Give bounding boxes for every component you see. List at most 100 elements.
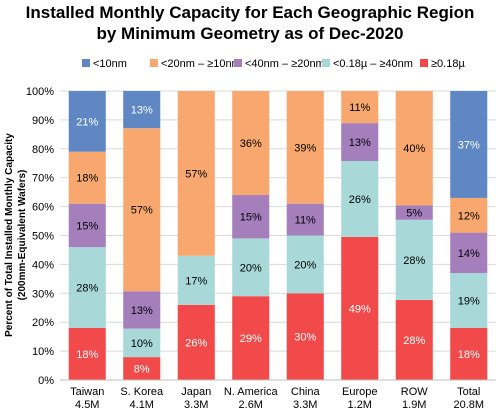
y-tick-label: 70% <box>32 173 54 185</box>
bar-segment-20nm-10nm <box>123 128 161 292</box>
x-tick-label: N. America <box>224 386 279 398</box>
x-tick-label: Taiwan <box>70 386 104 398</box>
data-label: 18% <box>76 349 98 361</box>
bar-segment-0-18-40nm <box>450 273 488 328</box>
axes: 0%10%20%30%40%50%60%70%80%90%100%Taiwan4… <box>26 86 496 411</box>
y-axis-label-line2: (200mm-Equivalent Wafers) <box>17 170 28 301</box>
bar-segment-0-18-40nm <box>341 161 379 237</box>
legend-item-20nm-10nm: <20nm – ≥10nm <box>150 58 241 70</box>
legend-item-10nm: <10nm <box>82 58 127 70</box>
bar-segment-0-18 <box>68 327 106 380</box>
bar-segment-20nm-10nm <box>395 91 433 206</box>
legend-label: <0.18µ – ≥40nm <box>333 58 413 70</box>
bar-segment-40nm-20nm <box>286 203 324 236</box>
x-tick-total: 3.3M <box>184 399 208 411</box>
x-tick-total: 20.8M <box>453 399 484 411</box>
chart-title: Installed Monthly Capacity for Each Geog… <box>26 3 475 22</box>
bar-segment-20nm-10nm <box>177 91 215 256</box>
data-label: 12% <box>458 210 480 222</box>
y-tick-label: 60% <box>32 202 54 214</box>
bar-segment-0-18-40nm <box>123 328 161 358</box>
data-label: 20% <box>294 259 316 271</box>
bar-segment-40nm-20nm <box>395 205 433 220</box>
bar-stack-total: 18% 19% 14% 12% 37% <box>450 91 488 380</box>
bar-segment-0-18-40nm <box>286 235 324 294</box>
data-label: 18% <box>458 349 480 361</box>
chart-subtitle: by Minimum Geometry as of Dec-2020 <box>96 24 403 43</box>
legend: <10nm <20nm – ≥10nm <40nm – ≥20nm <0.18µ – … <box>82 58 465 70</box>
bar-segment-0-18 <box>286 293 324 380</box>
data-label: 17% <box>185 275 207 287</box>
data-label: 15% <box>76 220 98 232</box>
data-label: 29% <box>240 333 262 345</box>
bar-segment-20nm-10nm <box>286 91 324 204</box>
data-label: 28% <box>403 255 425 267</box>
legend-swatch <box>82 59 90 67</box>
bar-segment-10nm <box>123 91 161 129</box>
x-tick-total: 4.1M <box>130 399 154 411</box>
bar-stack-china: 30% 20% 11% 39% <box>286 91 324 380</box>
data-label: 40% <box>403 143 425 155</box>
x-tick-label: Total <box>457 386 480 398</box>
bar-stack-taiwan: 18% 28% 15% 18% 21% <box>68 91 106 380</box>
bar-segment-0-18-40nm <box>177 255 215 305</box>
bar-segment-0-18 <box>123 357 161 380</box>
data-label: 30% <box>294 332 316 344</box>
data-label: 49% <box>349 303 371 315</box>
bar-stack-row: 28% 28% 5% 40% <box>395 91 433 380</box>
bar-segment-40nm-20nm <box>123 291 161 329</box>
bar-segment-40nm-20nm <box>341 123 379 162</box>
y-tick-label: 100% <box>26 86 54 98</box>
bar-segment-20nm-10nm <box>68 151 106 204</box>
data-label: 19% <box>458 296 480 308</box>
bar-segment-0-18-40nm <box>395 219 433 300</box>
data-label: 14% <box>458 248 480 260</box>
bars: 18% 28% 15% 18% 21% 8% 10% 13% 57% 13% 26% 17% 57% 29… <box>68 91 488 380</box>
bar-segment-0-18 <box>395 299 433 380</box>
legend-label: <40nm – ≥20nm <box>245 58 325 70</box>
data-label: 20% <box>240 262 262 274</box>
bar-segment-0-18-40nm <box>68 247 106 328</box>
legend-label: <10nm <box>93 58 127 70</box>
bar-segment-0-18 <box>341 236 379 380</box>
bar-segment-10nm <box>450 91 488 198</box>
bar-stack-n-america: 29% 20% 15% 36% <box>232 91 270 380</box>
data-label: 26% <box>185 337 207 349</box>
legend-item-0-18: ≥0.18µ <box>420 58 465 70</box>
data-label: 39% <box>294 142 316 154</box>
data-label: 15% <box>240 212 262 224</box>
data-label: 18% <box>76 173 98 185</box>
data-label: 28% <box>403 335 425 347</box>
bar-segment-40nm-20nm <box>68 203 106 248</box>
bar-segment-40nm-20nm <box>232 195 270 239</box>
data-label: 10% <box>131 338 153 350</box>
bar-stack-japan: 26% 17% 57% <box>177 91 215 380</box>
y-tick-label: 30% <box>32 288 54 300</box>
bar-segment-10nm <box>68 91 106 152</box>
bar-segment-40nm-20nm <box>450 232 488 274</box>
data-label: 13% <box>131 105 153 117</box>
legend-swatch <box>150 59 158 67</box>
bar-segment-20nm-10nm <box>450 197 488 233</box>
bar-stack-s-korea: 8% 10% 13% 57% 13% <box>123 91 161 380</box>
data-label: 26% <box>349 194 371 206</box>
bar-segment-0-18-40nm <box>232 238 270 297</box>
legend-item-0-18-40nm: <0.18µ – ≥40nm <box>322 58 413 70</box>
legend-label: <20nm – ≥10nm <box>161 58 241 70</box>
x-tick-label: Japan <box>181 386 211 398</box>
bar-segment-0-18 <box>177 304 215 380</box>
y-tick-label: 10% <box>32 346 54 358</box>
legend-swatch <box>420 59 428 67</box>
legend-swatch <box>234 59 242 67</box>
x-tick-total: 3.3M <box>293 399 317 411</box>
y-tick-label: 40% <box>32 259 54 271</box>
data-label: 11% <box>349 102 370 114</box>
data-label: 37% <box>458 139 480 151</box>
data-label: 5% <box>406 208 422 220</box>
y-tick-label: 20% <box>32 317 54 329</box>
x-tick-total: 1.9M <box>402 399 426 411</box>
data-label: 8% <box>134 364 150 376</box>
bar-stack-europe: 49% 26% 13% 11% <box>341 91 379 380</box>
y-tick-label: 80% <box>32 144 54 156</box>
data-label: 57% <box>131 205 153 217</box>
